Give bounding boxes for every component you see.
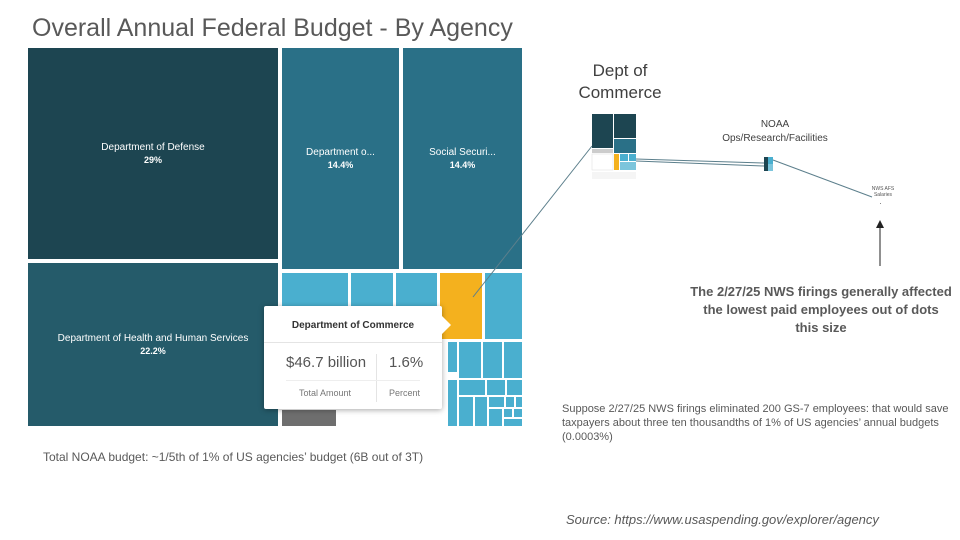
tile-department-o-percent: 14.4% <box>327 159 354 170</box>
commerce-mini-tile <box>592 172 636 179</box>
tooltip-pointer <box>442 316 451 334</box>
tooltip-column-divider <box>376 354 377 402</box>
tile-defense[interactable]: Department of Defense 29% <box>28 48 280 261</box>
commerce-tooltip: Department of Commerce $46.7 billion 1.6… <box>264 306 451 409</box>
tile-small-agency[interactable] <box>282 410 336 426</box>
nws-label-line2: Salaries <box>873 192 893 198</box>
noaa-mini-tile <box>764 157 768 171</box>
tooltip-percent: 1.6% <box>389 354 424 371</box>
noaa-budget-note: Total NOAA budget: ~1/5th of 1% of US ag… <box>43 450 424 464</box>
tile-hhs[interactable]: Department of Health and Human Services … <box>28 263 280 426</box>
tooltip-divider <box>264 342 442 343</box>
tile-small-agency[interactable] <box>514 409 522 417</box>
tile-defense-percent: 29% <box>143 154 162 165</box>
tile-small-agency[interactable] <box>459 380 485 395</box>
commerce-mini-treemap <box>591 114 636 179</box>
noaa-zoom-title: NOAA Ops/Research/Facilities <box>700 118 850 146</box>
tile-small-agency[interactable] <box>504 419 522 426</box>
tile-small-agency[interactable] <box>351 273 393 309</box>
tile-department-o[interactable]: Department o... 14.4% <box>282 48 401 269</box>
tile-small-agency[interactable] <box>506 397 514 407</box>
tile-small-agency[interactable] <box>516 397 522 407</box>
commerce-mini-tile <box>614 114 636 138</box>
tile-small-agency[interactable] <box>507 380 522 395</box>
tile-small-agency[interactable] <box>489 409 502 426</box>
tile-small-agency[interactable] <box>475 397 487 426</box>
noaa-title-line2: Ops/Research/Facilities <box>722 133 828 144</box>
commerce-mini-tile <box>592 114 613 148</box>
arrow-head <box>876 220 884 228</box>
nws-salaries-dot <box>880 203 881 204</box>
tile-hhs-percent: 22.2% <box>140 345 166 356</box>
commerce-zoom-title: Dept of Commerce <box>578 61 662 102</box>
budget-treemap: Department of Defense 29% Department of … <box>28 48 522 426</box>
noaa-mini-treemap <box>764 157 773 171</box>
slide-title: Overall Annual Federal Budget - By Agenc… <box>32 14 513 42</box>
tile-small-agency[interactable] <box>504 409 512 417</box>
nws-salaries-label: NWS AFS Salaries <box>855 186 911 198</box>
connector-line <box>772 159 873 198</box>
noaa-mini-tile <box>768 164 773 171</box>
tile-small-agency[interactable] <box>459 397 473 426</box>
tooltip-amount: $46.7 billion <box>286 354 367 371</box>
noaa-title-line1: NOAA <box>760 119 790 130</box>
source-note: Source: https://www.usaspending.gov/expl… <box>566 512 879 527</box>
commerce-mini-tile <box>614 139 636 153</box>
commerce-mini-tile <box>620 162 636 170</box>
tile-social-security-percent: 14.4% <box>449 159 476 170</box>
connector-line <box>635 160 765 167</box>
tooltip-divider <box>286 380 420 381</box>
tile-small-agency[interactable] <box>483 342 502 378</box>
tile-small-agency[interactable] <box>459 342 481 378</box>
commerce-mini-tile <box>629 154 636 161</box>
tile-small-agency[interactable] <box>487 380 505 395</box>
nws-label-line1: NWS AFS <box>871 186 895 192</box>
tooltip-amount-label: Total Amount <box>299 388 352 398</box>
tile-social-security[interactable]: Social Securi... 14.4% <box>403 48 522 269</box>
tile-small-agency[interactable] <box>282 273 348 309</box>
savings-note: Suppose 2/27/25 NWS firings eliminated 2… <box>562 403 949 443</box>
commerce-mini-tile <box>591 153 614 171</box>
tile-small-agency[interactable] <box>448 380 457 426</box>
commerce-mini-tile <box>614 154 619 170</box>
tile-small-agency[interactable] <box>448 342 457 372</box>
connector-line <box>635 158 765 164</box>
commerce-mini-tile <box>592 149 613 153</box>
firings-note: The 2/27/25 NWS firings generally affect… <box>690 284 952 335</box>
tile-small-agency[interactable] <box>485 273 522 339</box>
noaa-mini-tile <box>768 157 773 164</box>
tooltip-title: Department of Commerce <box>291 320 415 331</box>
tile-small-agency[interactable] <box>504 342 522 378</box>
tooltip-percent-label: Percent <box>389 388 421 398</box>
connector-line <box>472 145 593 298</box>
commerce-mini-tile <box>620 154 628 161</box>
tile-small-agency[interactable] <box>396 273 437 309</box>
tile-small-agency[interactable] <box>489 397 504 407</box>
